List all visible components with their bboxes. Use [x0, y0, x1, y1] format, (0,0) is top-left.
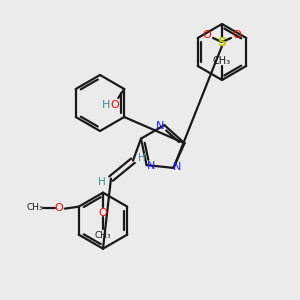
Text: S: S — [218, 35, 226, 49]
Text: O: O — [54, 202, 63, 213]
Text: O: O — [111, 100, 120, 110]
Text: O: O — [232, 30, 242, 40]
Text: CH₃: CH₃ — [95, 231, 111, 240]
Text: H: H — [102, 100, 110, 110]
Text: CH₃: CH₃ — [213, 56, 231, 66]
Text: CH₃: CH₃ — [26, 203, 43, 212]
Text: H: H — [98, 177, 106, 187]
Text: O: O — [99, 208, 107, 218]
Text: O: O — [202, 30, 211, 40]
Text: N: N — [146, 161, 155, 171]
Text: N: N — [173, 162, 182, 172]
Text: N: N — [156, 121, 165, 131]
Text: H: H — [138, 153, 146, 163]
